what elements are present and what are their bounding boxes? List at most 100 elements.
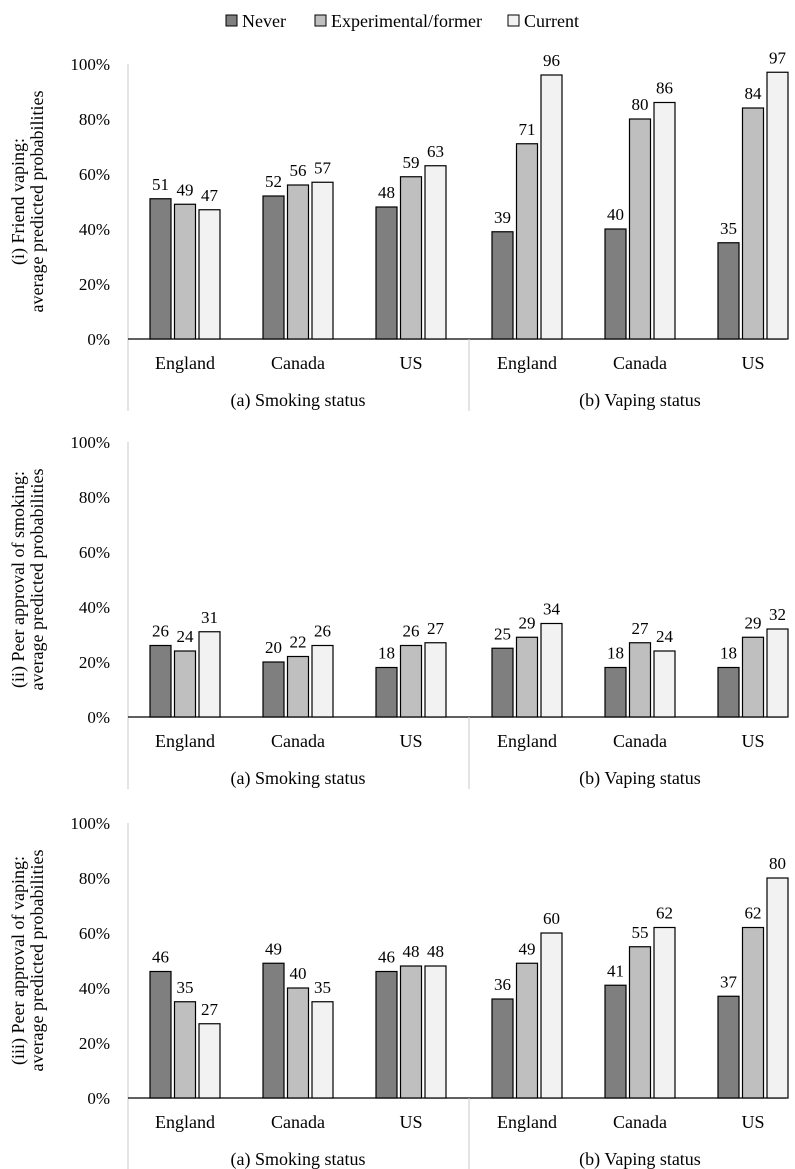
bar [262,962,285,1099]
bar [262,195,285,340]
bar [424,165,447,340]
legend-item: Never [225,11,286,31]
legend-swatch [314,14,327,27]
data-label: 52 [265,172,282,191]
legend-item: Experimental/former [314,11,482,31]
data-label: 97 [769,48,787,67]
bar [424,642,447,718]
data-label: 80 [632,95,649,114]
x-category-label: US [399,731,422,751]
data-label: 62 [656,904,673,923]
bar [717,242,740,340]
x-category-label: England [155,1112,215,1132]
data-label: 22 [290,633,307,652]
y-tick-label: 60% [79,543,110,562]
bar [311,1001,334,1099]
data-label: 27 [632,619,650,638]
bar [766,877,789,1099]
data-label: 49 [519,939,536,958]
bar [766,628,789,718]
chart-panel: 0% 20% 40% 60% 80% 100% (i) Friend vaping: aver… [8,48,789,411]
x-category-label: US [399,1112,422,1132]
bar [286,184,310,340]
data-label: 18 [378,644,395,663]
bar [717,666,740,718]
x-group-label: (b) Vaping status [579,390,701,411]
data-label: 40 [290,964,307,983]
data-label: 86 [656,79,673,98]
data-label: 63 [427,142,444,161]
bar [628,946,652,1099]
data-label: 80 [769,854,786,873]
bar [628,642,652,718]
x-group-label: (b) Vaping status [579,768,701,789]
y-tick-label: 0% [87,708,110,727]
y-axis-label: average predicted probabilities [27,850,47,1072]
data-label: 18 [607,644,624,663]
y-tick-label: 40% [79,979,110,998]
data-label: 37 [720,972,738,991]
data-label: 27 [427,619,445,638]
data-label: 59 [403,153,420,172]
y-tick-label: 100% [70,814,110,833]
data-label: 26 [314,622,331,641]
y-tick-label: 20% [79,1034,110,1053]
chart-panel: 0% 20% 40% 60% 80% 100% (ii) Peer approval of … [8,433,789,789]
y-tick-label: 0% [87,330,110,349]
bar [491,998,514,1099]
x-group-label: (b) Vaping status [579,1149,701,1169]
legend-label: Experimental/former [331,11,482,31]
bar [286,987,310,1099]
data-label: 18 [720,644,737,663]
bar [198,631,221,718]
data-label: 62 [745,904,762,923]
data-label: 26 [403,622,420,641]
legend-swatch [507,14,520,27]
data-label: 36 [494,975,511,994]
y-tick-label: 20% [79,275,110,294]
bar [311,181,334,340]
y-tick-label: 80% [79,488,110,507]
bar [515,962,539,1099]
x-category-label: US [741,1112,764,1132]
x-group-label: (a) Smoking status [231,390,366,411]
bar [311,644,334,718]
data-label: 24 [177,627,195,646]
x-category-label: Canada [613,731,667,751]
data-label: 35 [720,219,737,238]
x-category-label: England [497,353,557,373]
data-label: 27 [201,1000,219,1019]
bar [149,644,172,718]
legend-label: Current [524,11,579,31]
bar [149,198,172,340]
x-category-label: Canada [613,1112,667,1132]
y-tick-label: 100% [70,433,110,452]
x-category-label: England [155,731,215,751]
bar [149,970,172,1099]
legend-item: Current [507,11,579,31]
data-label: 51 [152,175,169,194]
data-label: 32 [769,605,786,624]
bar [766,71,789,340]
bar [604,984,627,1099]
y-axis-label: (iii) Peer approval of vaping: [8,856,29,1065]
x-category-label: England [497,1112,557,1132]
bar [628,118,652,340]
data-label: 49 [265,939,282,958]
bar [491,647,514,718]
bar [286,655,310,718]
bar [198,1023,221,1099]
x-category-label: Canada [613,353,667,373]
x-category-label: US [741,731,764,751]
x-category-label: England [497,731,557,751]
bar [741,636,765,718]
data-label: 35 [177,978,194,997]
bar [741,107,765,340]
x-category-label: England [155,353,215,373]
bar [173,650,197,718]
data-label: 46 [378,948,395,967]
bar [653,101,676,340]
y-tick-label: 20% [79,653,110,672]
data-label: 84 [745,84,763,103]
x-category-label: US [399,353,422,373]
